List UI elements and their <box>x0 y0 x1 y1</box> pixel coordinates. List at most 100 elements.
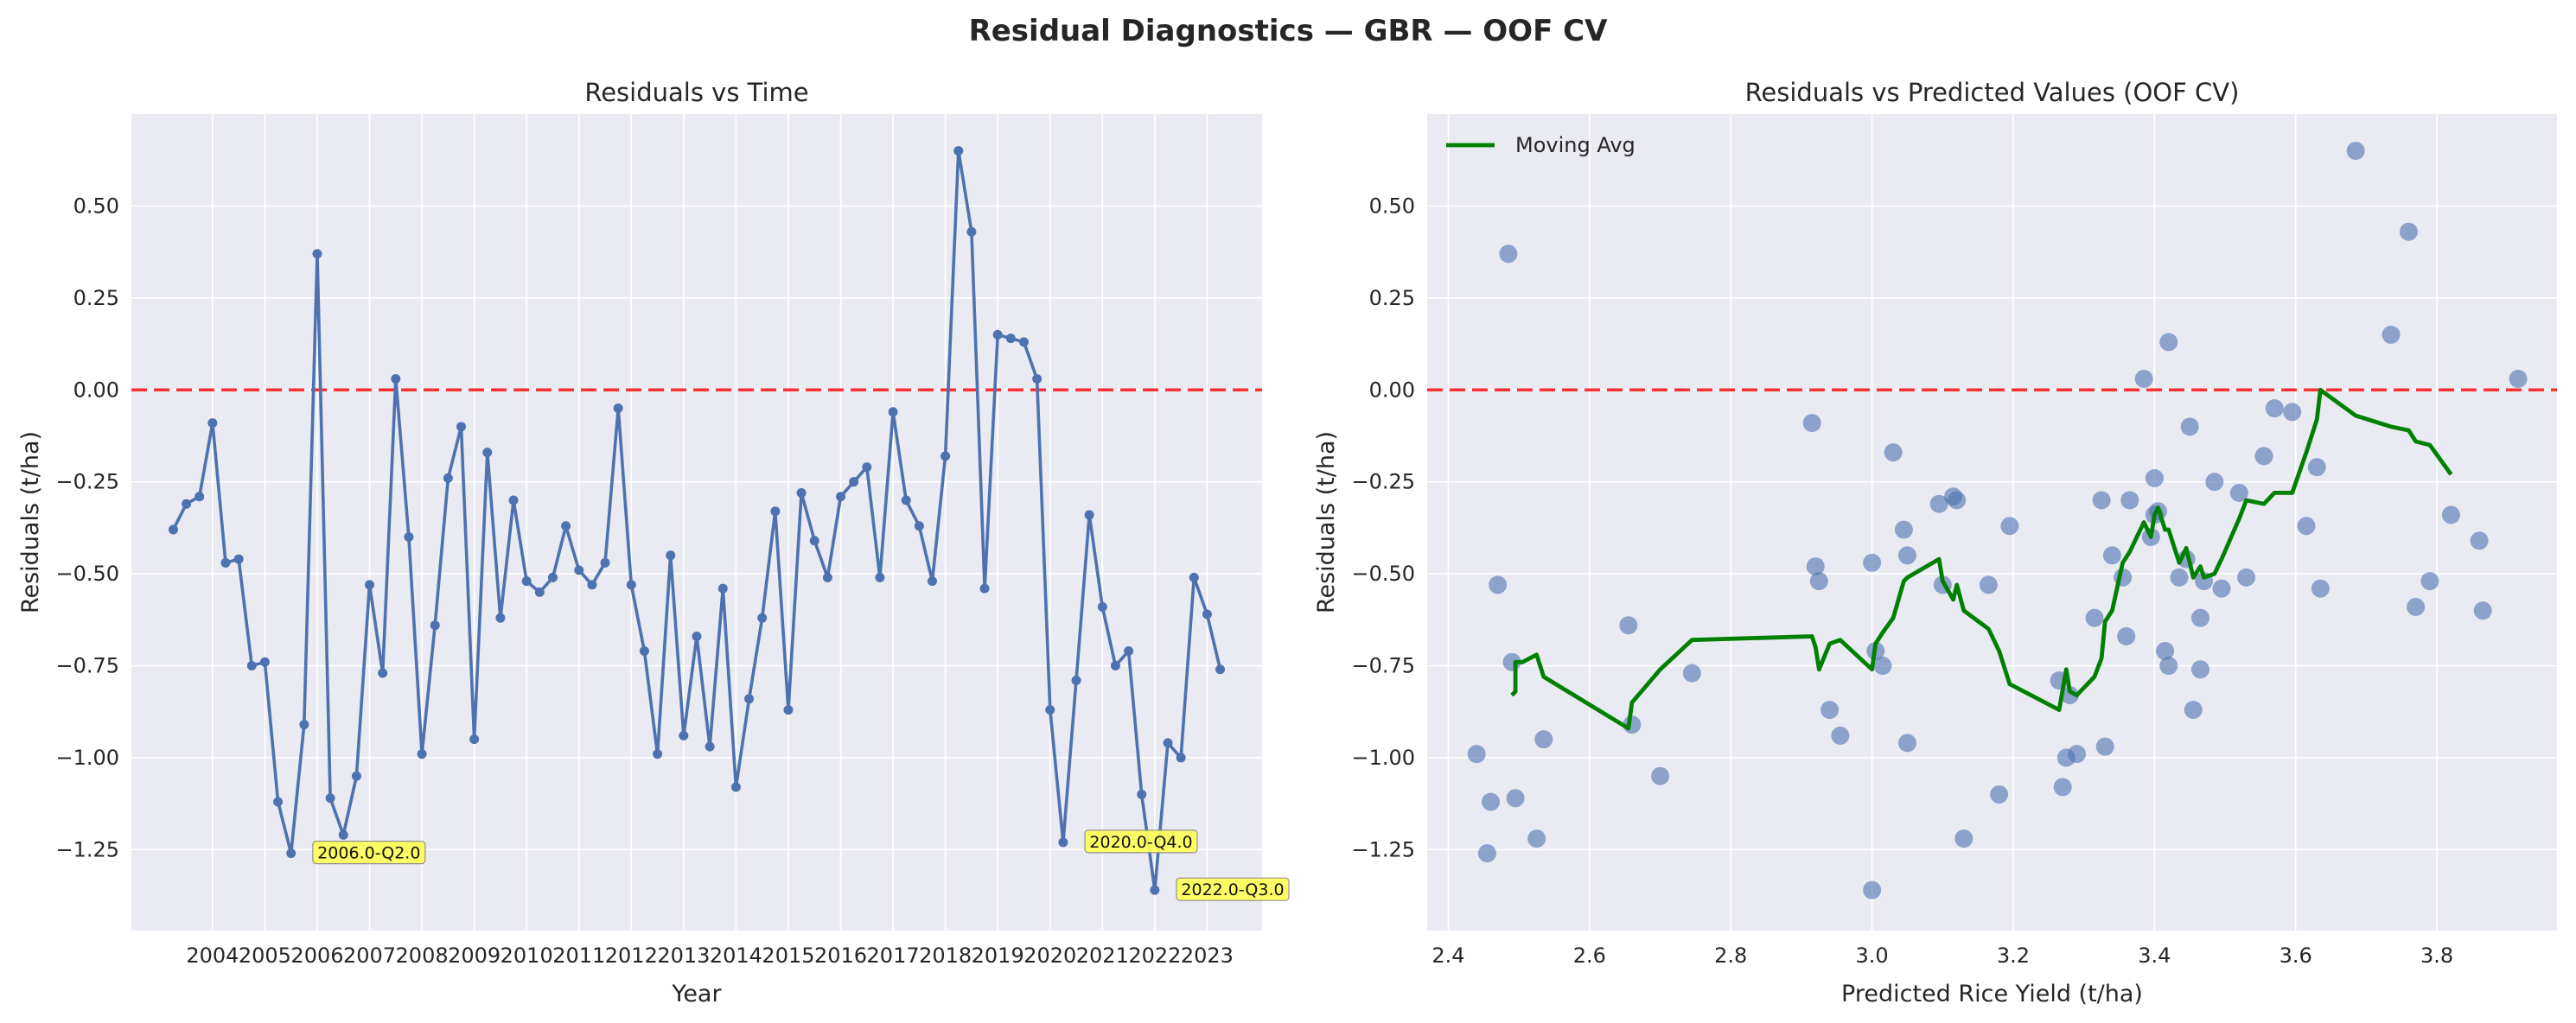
x-tick-label: 2016 <box>814 944 867 968</box>
residual-point <box>679 730 689 740</box>
residual-point <box>1005 334 1016 344</box>
residual-point <box>456 422 466 432</box>
scatter-point <box>2441 505 2460 524</box>
y-tick-label: 0.50 <box>1369 194 1415 218</box>
scatter-point <box>2237 568 2256 587</box>
residual-point <box>338 829 348 840</box>
scatter-point <box>1948 491 1967 510</box>
y-tick-label: −0.75 <box>55 654 119 678</box>
y-tick-label: −1.00 <box>55 746 119 770</box>
figure-suptitle: Residual Diagnostics — GBR — OOF CV <box>969 14 1609 48</box>
scatter-point <box>2085 608 2104 627</box>
scatter-point <box>1897 734 1916 753</box>
residual-point <box>482 448 493 458</box>
scatter-point <box>1489 575 1508 594</box>
scatter-point <box>1477 844 1496 863</box>
residual-point <box>495 613 506 623</box>
residual-point <box>391 373 401 384</box>
scatter-point <box>2283 403 2302 422</box>
residual-point <box>1045 705 1055 715</box>
residual-point <box>666 550 676 561</box>
residual-point <box>653 749 663 759</box>
y-tick-label: −0.25 <box>55 470 119 494</box>
legend: Moving Avg <box>1446 133 1636 157</box>
residual-point <box>1071 676 1081 686</box>
y-tick-label: 0.00 <box>73 378 119 402</box>
residual-point <box>534 587 545 597</box>
scatter-point <box>2184 701 2203 720</box>
scatter-point <box>2180 417 2199 436</box>
outlier-annotation: 2022.0-Q3.0 <box>1176 877 1290 901</box>
x-tick-label: 2022 <box>1128 944 1181 968</box>
scatter-point <box>1831 726 1850 745</box>
panel-title: Residuals vs Predicted Values (OOF CV) <box>1745 78 2240 107</box>
residual-point <box>404 532 414 543</box>
residual-point <box>430 620 440 631</box>
scatter-point <box>2297 517 2316 536</box>
residual-point <box>194 492 205 502</box>
x-axis-label: Year <box>671 981 722 1007</box>
x-tick-label: 2023 <box>1181 944 1234 968</box>
scatter-point <box>2117 626 2136 645</box>
scatter-point <box>2000 517 2019 536</box>
x-tick-label: 2018 <box>919 944 972 968</box>
scatter-point <box>1820 701 1840 720</box>
scatter-point <box>2095 737 2114 756</box>
x-tick-label: 2007 <box>343 944 396 968</box>
scatter-point <box>1979 575 1998 594</box>
residual-point <box>587 580 597 590</box>
scatter-point <box>2068 745 2087 764</box>
residual-point <box>626 580 636 590</box>
residual-point <box>1018 337 1029 347</box>
residual-point <box>940 451 951 461</box>
scatter-point <box>2159 333 2178 352</box>
panel-title: Residuals vs Time <box>584 78 808 107</box>
residual-point <box>862 462 872 473</box>
residual-point <box>1176 753 1186 763</box>
x-tick-label: 3.4 <box>2138 944 2171 968</box>
residual-point <box>692 631 702 641</box>
y-tick-label: −0.50 <box>1351 562 1415 586</box>
residual-point <box>182 499 192 509</box>
residual-point <box>757 613 768 623</box>
residual-point <box>1110 661 1120 671</box>
residual-point <box>992 329 1003 340</box>
y-tick-label: −1.25 <box>1351 837 1415 861</box>
x-tick-label: 2012 <box>605 944 658 968</box>
residual-point <box>351 771 361 781</box>
x-tick-label: 2005 <box>239 944 291 968</box>
residuals-vs-time-panel: 0.50 0.25 0.00 −0.25 −0.50 −0.75 −1.00 −1.25 200… <box>17 78 1290 1007</box>
x-tick-label: 2021 <box>1076 944 1129 968</box>
residual-point <box>469 734 480 745</box>
residual-point <box>1137 790 1147 799</box>
residual-point <box>1215 664 1226 675</box>
x-tick-label: 2009 <box>448 944 501 968</box>
x-tick-label: 2019 <box>972 944 1024 968</box>
residual-point <box>1084 510 1094 520</box>
scatter-point <box>2060 686 2079 705</box>
x-tick-label: 2017 <box>867 944 920 968</box>
scatter-point <box>2156 641 2175 660</box>
x-tick-label: 3.8 <box>2420 944 2453 968</box>
scatter-point <box>2212 579 2231 598</box>
scatter-point <box>1499 245 1518 264</box>
scatter-point <box>2190 608 2209 627</box>
scatter-point <box>1990 785 2009 804</box>
plot-area <box>1427 114 2557 931</box>
y-axis-label: Residuals (t/ha) <box>1313 431 1340 613</box>
y-tick-label: 0.00 <box>1369 378 1415 402</box>
residual-point <box>770 506 781 517</box>
scatter-point <box>2509 369 2528 388</box>
x-tick-label: 2.4 <box>1431 944 1464 968</box>
x-tick-label: 2013 <box>657 944 710 968</box>
annotation-box <box>1084 829 1198 854</box>
residual-point <box>822 572 832 582</box>
scatter-point <box>1506 789 1525 808</box>
x-tick-label: 2010 <box>501 944 553 968</box>
x-tick-label: 2004 <box>186 944 239 968</box>
scatter-point <box>2170 568 2189 587</box>
residual-point <box>1150 885 1160 895</box>
y-tick-label: 0.50 <box>73 194 119 218</box>
residual-point <box>299 720 309 730</box>
